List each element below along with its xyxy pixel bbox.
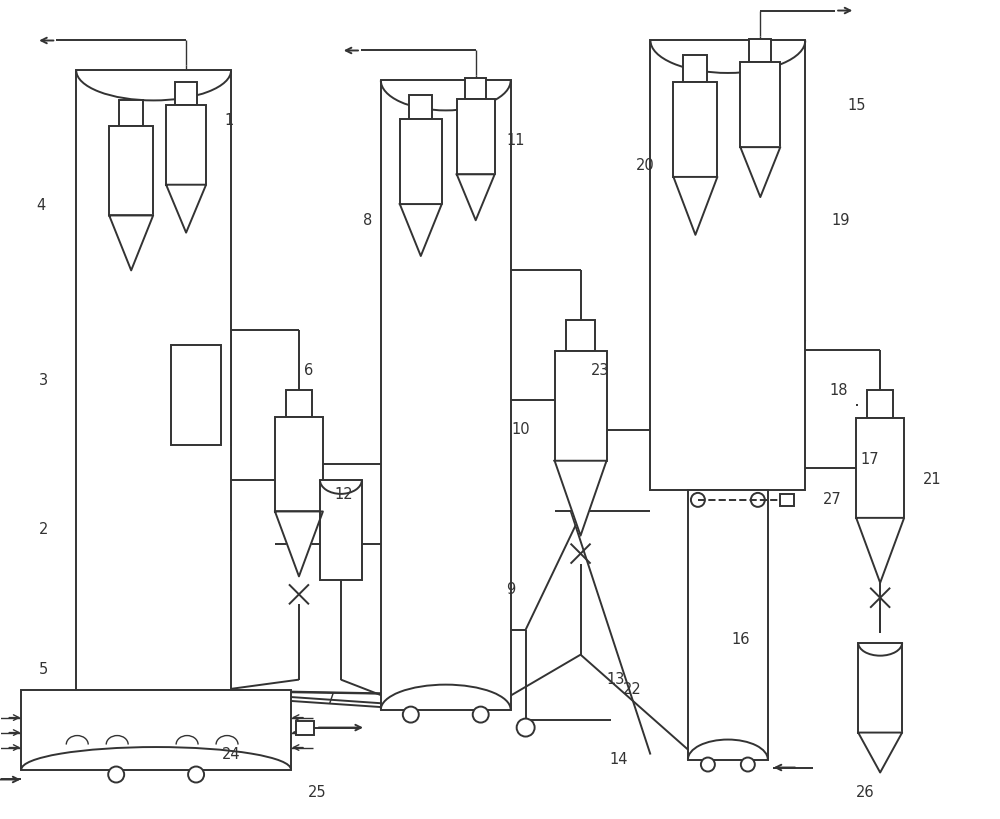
Bar <box>673 82 717 177</box>
Polygon shape <box>457 174 495 220</box>
Polygon shape <box>856 518 904 583</box>
Circle shape <box>751 493 765 507</box>
Polygon shape <box>109 215 153 270</box>
Text: 21: 21 <box>923 473 941 487</box>
Text: 27: 27 <box>823 492 842 508</box>
Bar <box>740 62 780 147</box>
Bar <box>400 120 442 204</box>
Text: 3: 3 <box>39 373 48 387</box>
Bar <box>171 345 221 445</box>
Bar <box>275 417 323 511</box>
Bar <box>109 125 153 215</box>
Bar <box>688 490 768 759</box>
Bar <box>858 643 902 732</box>
Bar <box>119 101 143 125</box>
Bar <box>555 351 607 461</box>
Text: 14: 14 <box>609 752 628 767</box>
Polygon shape <box>166 185 206 233</box>
Text: 5: 5 <box>39 662 48 677</box>
Bar <box>465 79 486 99</box>
Text: 11: 11 <box>506 133 525 148</box>
Bar <box>286 390 312 417</box>
Text: 23: 23 <box>591 363 610 378</box>
Bar <box>566 320 595 351</box>
Text: 2: 2 <box>39 523 48 537</box>
Text: 20: 20 <box>636 158 655 173</box>
Text: 7: 7 <box>326 692 336 707</box>
Text: 13: 13 <box>606 672 625 687</box>
Text: 16: 16 <box>731 632 750 647</box>
Text: 24: 24 <box>222 747 240 762</box>
Bar <box>749 38 771 62</box>
Circle shape <box>188 767 204 782</box>
Bar <box>175 83 197 105</box>
Bar <box>296 721 314 735</box>
Bar <box>320 480 362 580</box>
Circle shape <box>108 767 124 782</box>
Circle shape <box>403 707 419 722</box>
Bar <box>76 70 231 690</box>
Text: 18: 18 <box>829 382 847 397</box>
Bar <box>650 40 805 490</box>
Text: 1: 1 <box>224 113 234 128</box>
Bar <box>409 96 432 120</box>
Polygon shape <box>275 511 323 577</box>
Text: 17: 17 <box>861 452 879 468</box>
Polygon shape <box>740 147 780 197</box>
Polygon shape <box>858 732 902 772</box>
Text: 15: 15 <box>847 98 865 113</box>
Text: 12: 12 <box>335 487 353 502</box>
Text: 26: 26 <box>856 785 874 800</box>
Bar <box>166 105 206 185</box>
Text: 25: 25 <box>308 785 326 800</box>
Polygon shape <box>673 177 717 235</box>
Polygon shape <box>555 461 607 536</box>
Circle shape <box>691 493 705 507</box>
Bar <box>867 390 893 418</box>
Bar <box>457 99 495 174</box>
Bar <box>856 418 904 518</box>
Text: 19: 19 <box>831 213 849 228</box>
Text: 22: 22 <box>623 682 642 697</box>
Bar <box>683 56 707 82</box>
Circle shape <box>701 758 715 771</box>
Text: 9: 9 <box>506 582 515 597</box>
Bar <box>21 690 291 770</box>
Circle shape <box>741 758 755 771</box>
Text: 10: 10 <box>511 423 530 437</box>
Text: 4: 4 <box>37 197 46 213</box>
Text: 8: 8 <box>363 213 372 228</box>
Text: 6: 6 <box>304 363 314 378</box>
Circle shape <box>473 707 489 722</box>
Bar <box>780 494 794 506</box>
Bar <box>381 80 511 709</box>
Circle shape <box>517 718 535 736</box>
Polygon shape <box>400 204 442 256</box>
